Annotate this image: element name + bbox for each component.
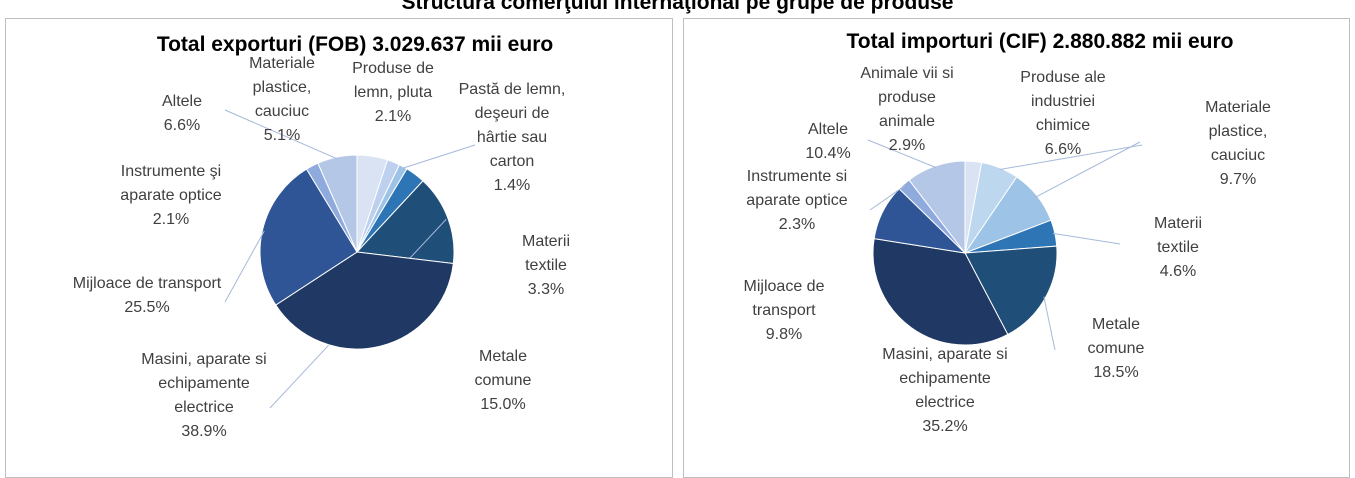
leader-line: [402, 144, 476, 169]
category-label: Animale vii si produse animale: [860, 65, 954, 130]
category-label: Produse ale industriei chimice: [1020, 69, 1106, 134]
value-label: 5.1%: [263, 127, 301, 144]
value-label: 2.1%: [152, 211, 190, 228]
leader-line: [1035, 141, 1141, 198]
data-label: Mijloace de transport 25.5%: [72, 272, 222, 320]
value-label: 18.5%: [1093, 364, 1139, 381]
leader-line: [999, 144, 1143, 171]
data-label: Instrumente si aparate optice 2.3%: [732, 165, 862, 237]
chart-title: Total exporturi (FOB) 3.029.637 mii euro: [156, 33, 554, 56]
value-label: 9.8%: [765, 326, 803, 343]
data-label: Produse de lemn, pluta 2.1%: [338, 57, 448, 129]
data-label: Metale comune 18.5%: [1071, 313, 1161, 385]
data-label: Produse ale industriei chimice 6.6%: [1008, 66, 1118, 162]
chart-title: Total importuri (CIF) 2.880.882 mii euro: [846, 30, 1234, 53]
data-label: Animale vii si produse animale 2.9%: [852, 62, 962, 158]
category-label: Altele: [161, 93, 203, 110]
value-label: 1.4%: [493, 177, 531, 194]
leader-line: [869, 185, 906, 211]
pie-slice: [872, 238, 1009, 346]
value-label: 4.6%: [1159, 263, 1197, 280]
leader-line: [224, 109, 338, 160]
value-label: 38.9%: [181, 423, 227, 440]
category-label: Mijloace de transport: [72, 275, 222, 292]
value-label: 25.5%: [124, 299, 170, 316]
data-label: Materiale plastice, cauciuc 9.7%: [1188, 96, 1288, 192]
data-label: Masini, aparate si echipamente electrice…: [139, 348, 269, 444]
category-label: Mijloace de transport: [743, 278, 825, 319]
category-label: Pastă de lemn, deşeuri de hârtie sau car…: [458, 81, 566, 170]
category-label: Masini, aparate si echipamente electrice: [882, 346, 1008, 411]
category-label: Altele: [807, 121, 849, 138]
category-label: Metale comune: [1087, 316, 1145, 357]
value-label: 6.6%: [1044, 141, 1082, 158]
pie-slice: [964, 245, 1058, 336]
category-label: Instrumente şi aparate optice: [120, 163, 222, 204]
pie-slice: [908, 160, 966, 255]
leader-line: [1043, 296, 1056, 351]
value-label: 35.2%: [922, 418, 968, 435]
leader-line: [1052, 232, 1121, 245]
pie-slice: [355, 180, 455, 265]
value-label: 10.4%: [805, 145, 851, 162]
category-label: Materii textile: [521, 233, 570, 274]
pie-slice: [317, 154, 358, 253]
category-label: Instrumente si aparate optice: [746, 168, 848, 209]
data-label: Mijloace de transport 9.8%: [719, 275, 849, 347]
data-label: Materii textile 4.6%: [1133, 212, 1223, 284]
data-label: Altele 10.4%: [793, 118, 863, 166]
value-label: 6.6%: [163, 117, 201, 134]
value-label: 3.3%: [527, 281, 565, 298]
data-label: Materiale plastice, cauciuc 5.1%: [242, 52, 322, 148]
value-label: 9.7%: [1219, 171, 1257, 188]
value-label: 2.3%: [778, 216, 816, 233]
category-label: Materii textile: [1153, 215, 1202, 256]
category-label: Metale comune: [474, 348, 532, 389]
value-label: 2.9%: [888, 137, 926, 154]
category-label: Materiale plastice, cauciuc: [1205, 99, 1271, 164]
data-label: Altele 6.6%: [142, 90, 222, 138]
pie-slice: [259, 168, 358, 306]
leader-line: [224, 230, 265, 303]
data-label: Instrumente şi aparate optice 2.1%: [111, 160, 231, 232]
page-title: Structura comerţului internaţional pe gr…: [401, 0, 954, 14]
data-label: Masini, aparate si echipamente electrice…: [880, 343, 1010, 439]
data-label: Pastă de lemn, deşeuri de hârtie sau car…: [457, 78, 567, 198]
category-label: Produse de lemn, pluta: [352, 60, 434, 101]
data-label: Metale comune 15.0%: [453, 345, 553, 417]
leader-line: [867, 139, 937, 169]
value-label: 15.0%: [480, 396, 526, 413]
category-label: Masini, aparate si echipamente electrice: [141, 351, 267, 416]
data-label: Materii textile 3.3%: [501, 230, 591, 302]
category-label: Materiale plastice, cauciuc: [249, 55, 315, 120]
value-label: 2.1%: [374, 108, 412, 125]
